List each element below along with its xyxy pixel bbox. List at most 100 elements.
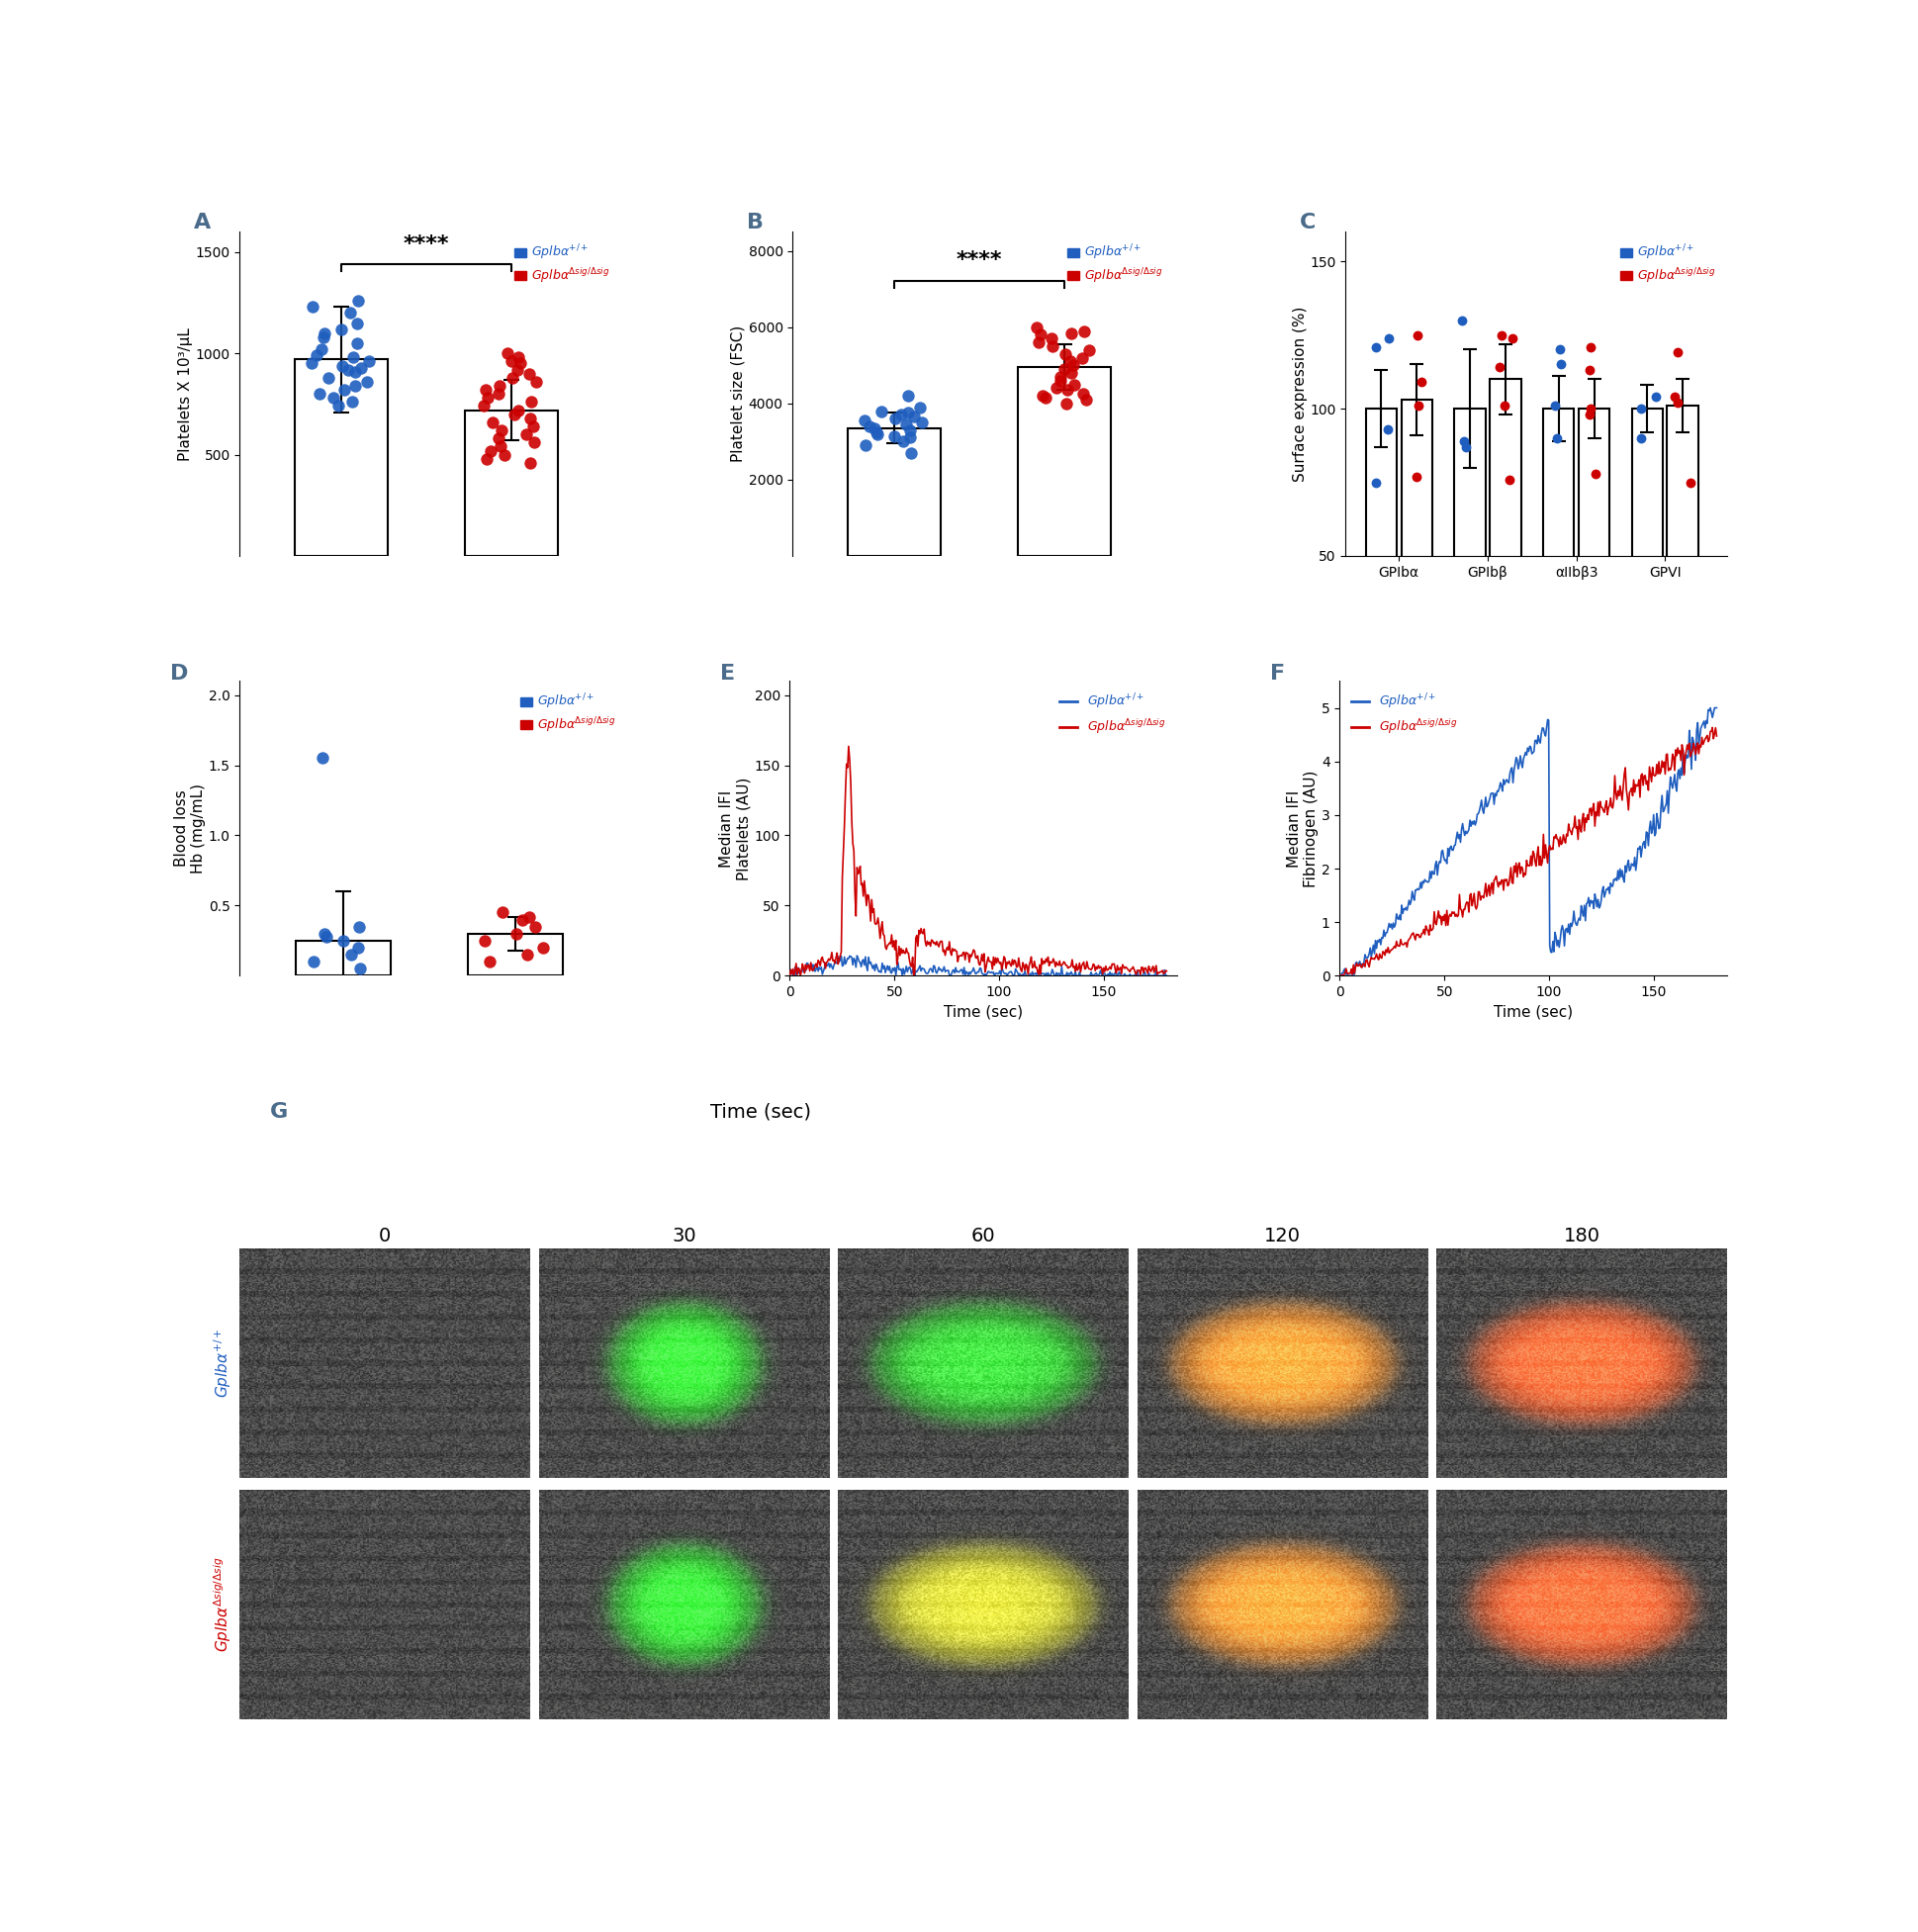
Point [1402,390,1433,421]
Point [1373,323,1404,354]
Point [861,417,892,448]
Point [297,947,328,978]
Point [339,371,370,402]
Point [1030,383,1061,413]
Text: Time (sec): Time (sec) [710,1103,811,1121]
Legend: $Gplb\alpha^{+/+}$, $Gplb\alpha^{\Delta sig/\Delta sig}$: $Gplb\alpha^{+/+}$, $Gplb\alpha^{\Delta … [1615,238,1720,290]
Point [487,415,518,446]
Text: E: E [719,663,735,684]
Point [503,394,533,425]
Y-axis label: $Gplb\alpha^{\Delta sig/\Delta sig}$: $Gplb\alpha^{\Delta sig/\Delta sig}$ [211,1557,232,1652]
Point [510,419,541,450]
Bar [1579,410,1609,703]
Point [867,396,898,427]
Text: A: A [194,213,211,232]
Title: 120: 120 [1264,1227,1300,1244]
Point [1640,381,1671,412]
Text: ****: **** [403,234,449,255]
Bar [468,933,562,976]
Point [1040,373,1070,404]
Point [1657,381,1688,412]
Point [1488,390,1519,421]
Point [520,367,550,398]
Point [334,354,364,384]
Point [485,371,516,402]
Bar [1542,410,1573,703]
Point [339,355,370,386]
Point [1446,305,1477,336]
Point [485,431,516,462]
Y-axis label: Median IFI
Fibrinogen (AU): Median IFI Fibrinogen (AU) [1285,769,1318,887]
Point [1066,342,1097,373]
Point [514,902,545,933]
Point [501,918,531,949]
Point [1043,361,1074,392]
Point [328,375,359,406]
Point [1573,355,1603,386]
Point [489,439,520,469]
Text: G: G [269,1101,288,1122]
Point [886,427,917,458]
Point [886,400,917,431]
Point [1540,423,1571,454]
Point [343,931,374,962]
Point [1580,458,1611,489]
Text: F: F [1270,663,1285,684]
Point [309,317,339,348]
Point [518,412,549,442]
Point [514,357,545,388]
Point [1036,323,1066,354]
Point [1674,468,1705,498]
Legend: $Gplb\alpha^{+/+}$, $Gplb\alpha^{\Delta sig/\Delta sig}$: $Gplb\alpha^{+/+}$, $Gplb\alpha^{\Delta … [1053,688,1170,742]
Point [1625,394,1655,425]
Bar [295,941,389,976]
Point [1483,352,1513,383]
Y-axis label: $Gplb\alpha^{+/+}$: $Gplb\alpha^{+/+}$ [211,1327,232,1399]
Point [1485,319,1515,350]
Point [311,922,341,952]
Bar [848,429,940,556]
Point [487,896,518,927]
Point [353,346,384,377]
Point [313,361,343,392]
Point [1625,423,1655,454]
Point [520,912,550,943]
Point [1068,315,1099,346]
Legend: $Gplb\alpha^{+/+}$, $Gplb\alpha^{\Delta sig/\Delta sig}$: $Gplb\alpha^{+/+}$, $Gplb\alpha^{\Delta … [1345,688,1462,742]
Text: C: C [1298,213,1316,232]
Point [1020,311,1051,342]
Bar [295,359,387,556]
Point [351,367,382,398]
Point [343,912,374,943]
Point [854,412,884,442]
Point [497,361,527,392]
Point [322,390,353,421]
Point [309,918,339,949]
Point [1575,400,1605,431]
Y-axis label: Surface expression (%): Surface expression (%) [1293,305,1306,481]
Point [1051,388,1082,419]
Point [326,350,357,381]
Bar [1400,400,1431,703]
Point [1026,381,1057,412]
Point [1538,390,1569,421]
Point [1661,338,1692,369]
Bar [1366,410,1396,703]
Point [527,931,558,962]
Point [472,383,503,413]
Point [1400,319,1431,350]
Point [1400,462,1431,493]
Point [307,323,338,354]
Point [343,286,374,317]
Point [1051,375,1082,406]
Point [341,307,372,338]
Point [491,338,522,369]
Point [1448,425,1479,456]
Point [326,313,357,344]
Point [512,939,543,970]
Point [1575,394,1605,425]
Point [1059,369,1089,400]
Point [345,352,376,383]
Point [506,904,537,935]
Title: 0: 0 [380,1227,391,1244]
